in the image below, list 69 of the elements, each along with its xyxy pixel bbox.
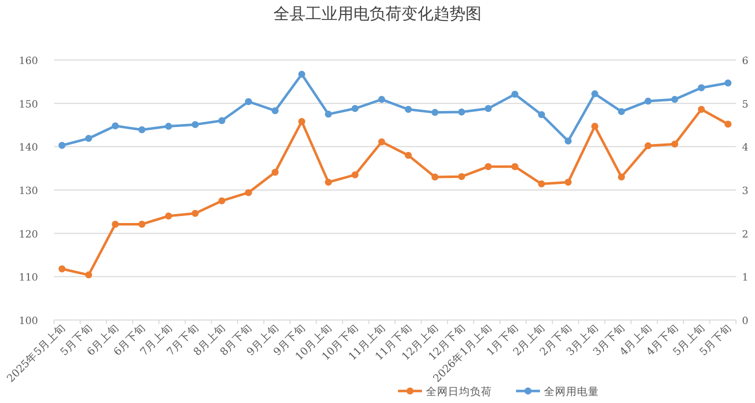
- point: [192, 121, 199, 128]
- point: [352, 171, 359, 178]
- point: [724, 120, 732, 128]
- point: [192, 210, 199, 217]
- point: [644, 142, 652, 150]
- point: [138, 220, 146, 228]
- point: [378, 96, 386, 103]
- point: [511, 90, 518, 98]
- y-tick-label: 120: [18, 229, 38, 240]
- point: [165, 122, 172, 130]
- point: [218, 197, 226, 204]
- point: [244, 189, 252, 196]
- y-tick-label: 100: [18, 316, 38, 327]
- point: [484, 163, 492, 170]
- point: [244, 98, 252, 106]
- point: [564, 138, 572, 145]
- point: [404, 152, 412, 159]
- point: [272, 107, 279, 114]
- legend-label: 全网日均负荷: [426, 385, 492, 398]
- point: [698, 106, 705, 113]
- point: [112, 122, 119, 130]
- point: [591, 90, 598, 98]
- point: [138, 126, 146, 134]
- legend-label: 全网用电量: [544, 385, 599, 398]
- y2-tick-label: 4: [742, 142, 748, 154]
- point: [298, 118, 306, 126]
- point: [671, 140, 678, 148]
- point: [112, 220, 119, 228]
- y-tick-label: 130: [18, 186, 38, 197]
- point: [511, 163, 518, 170]
- point: [85, 134, 92, 142]
- point: [58, 265, 66, 272]
- y2-tick-label: 2: [742, 229, 748, 240]
- point: [538, 180, 546, 188]
- point: [272, 168, 279, 176]
- point: [324, 178, 332, 186]
- point: [85, 271, 92, 278]
- y-tick-label: 160: [18, 56, 38, 67]
- point: [671, 96, 678, 103]
- y-tick-label: 140: [18, 142, 38, 154]
- point: [404, 106, 412, 113]
- point: [458, 173, 466, 180]
- point: [484, 105, 492, 112]
- point: [724, 79, 732, 86]
- point: [618, 108, 625, 116]
- point: [591, 122, 598, 130]
- point: [165, 212, 172, 220]
- point: [324, 110, 332, 118]
- point: [644, 98, 652, 105]
- point: [298, 70, 306, 78]
- point: [431, 108, 438, 116]
- point: [698, 84, 705, 92]
- y2-tick-label: 1: [742, 272, 748, 284]
- y2-tick-label: 0: [742, 316, 748, 327]
- point: [58, 142, 66, 149]
- y-tick-label: 110: [18, 272, 38, 284]
- y-tick-label: 150: [18, 99, 38, 110]
- y2-tick-label: 5: [742, 99, 748, 110]
- point: [618, 174, 625, 180]
- point: [458, 108, 466, 116]
- point: [218, 117, 226, 124]
- point: [378, 138, 386, 146]
- y2-tick-label: 6: [742, 56, 748, 67]
- point: [352, 105, 359, 112]
- y2-tick-label: 3: [742, 186, 748, 197]
- point: [564, 178, 572, 186]
- chart-title: 全县工业用电负荷变化趋势图: [274, 4, 482, 23]
- point: [538, 111, 546, 118]
- point: [431, 174, 438, 180]
